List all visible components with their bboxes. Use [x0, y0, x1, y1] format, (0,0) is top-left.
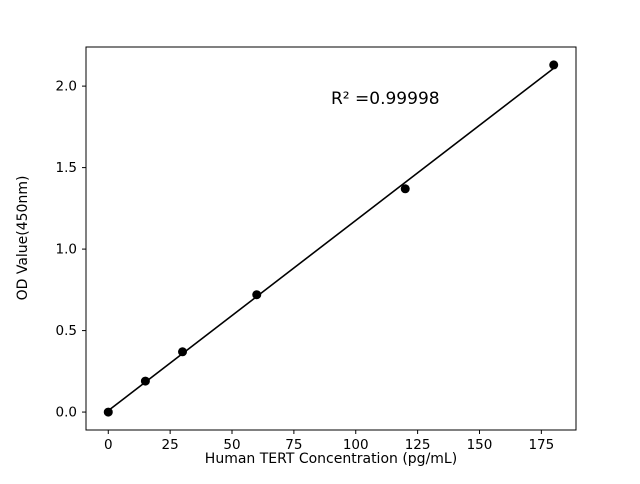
- y-axis-label: OD Value(450nm): [15, 176, 31, 301]
- y-tick-label: 0.5: [56, 323, 77, 339]
- data-point: [103, 407, 113, 417]
- x-tick-label: 125: [405, 437, 431, 453]
- data-point: [178, 347, 188, 357]
- x-tick-label: 175: [528, 437, 554, 453]
- x-tick-label: 0: [104, 437, 113, 453]
- plot-border: [85, 46, 577, 431]
- x-axis-label: Human TERT Concentration (pg/mL): [205, 451, 457, 467]
- y-tick-label: 1.0: [56, 242, 77, 258]
- data-point: [549, 60, 559, 70]
- x-tick-label: 150: [467, 437, 493, 453]
- data-point: [400, 184, 410, 194]
- y-tick-label: 0.0: [56, 405, 77, 421]
- data-point: [252, 290, 262, 300]
- x-tick-label: 75: [285, 437, 302, 453]
- data-point: [140, 376, 150, 386]
- x-tick-label: 100: [343, 437, 369, 453]
- y-tick-label: 2.0: [56, 79, 77, 95]
- x-tick-label: 25: [162, 437, 179, 453]
- r-squared-annotation: R² =0.99998: [331, 89, 440, 109]
- y-tick-label: 1.5: [56, 160, 77, 176]
- x-tick-label: 50: [223, 437, 240, 453]
- plot-area: 0 25 50 75 100 125 150 175 0.0 0.5 1.0 1.5 2.0: [56, 46, 577, 453]
- fit-line: [107, 67, 555, 412]
